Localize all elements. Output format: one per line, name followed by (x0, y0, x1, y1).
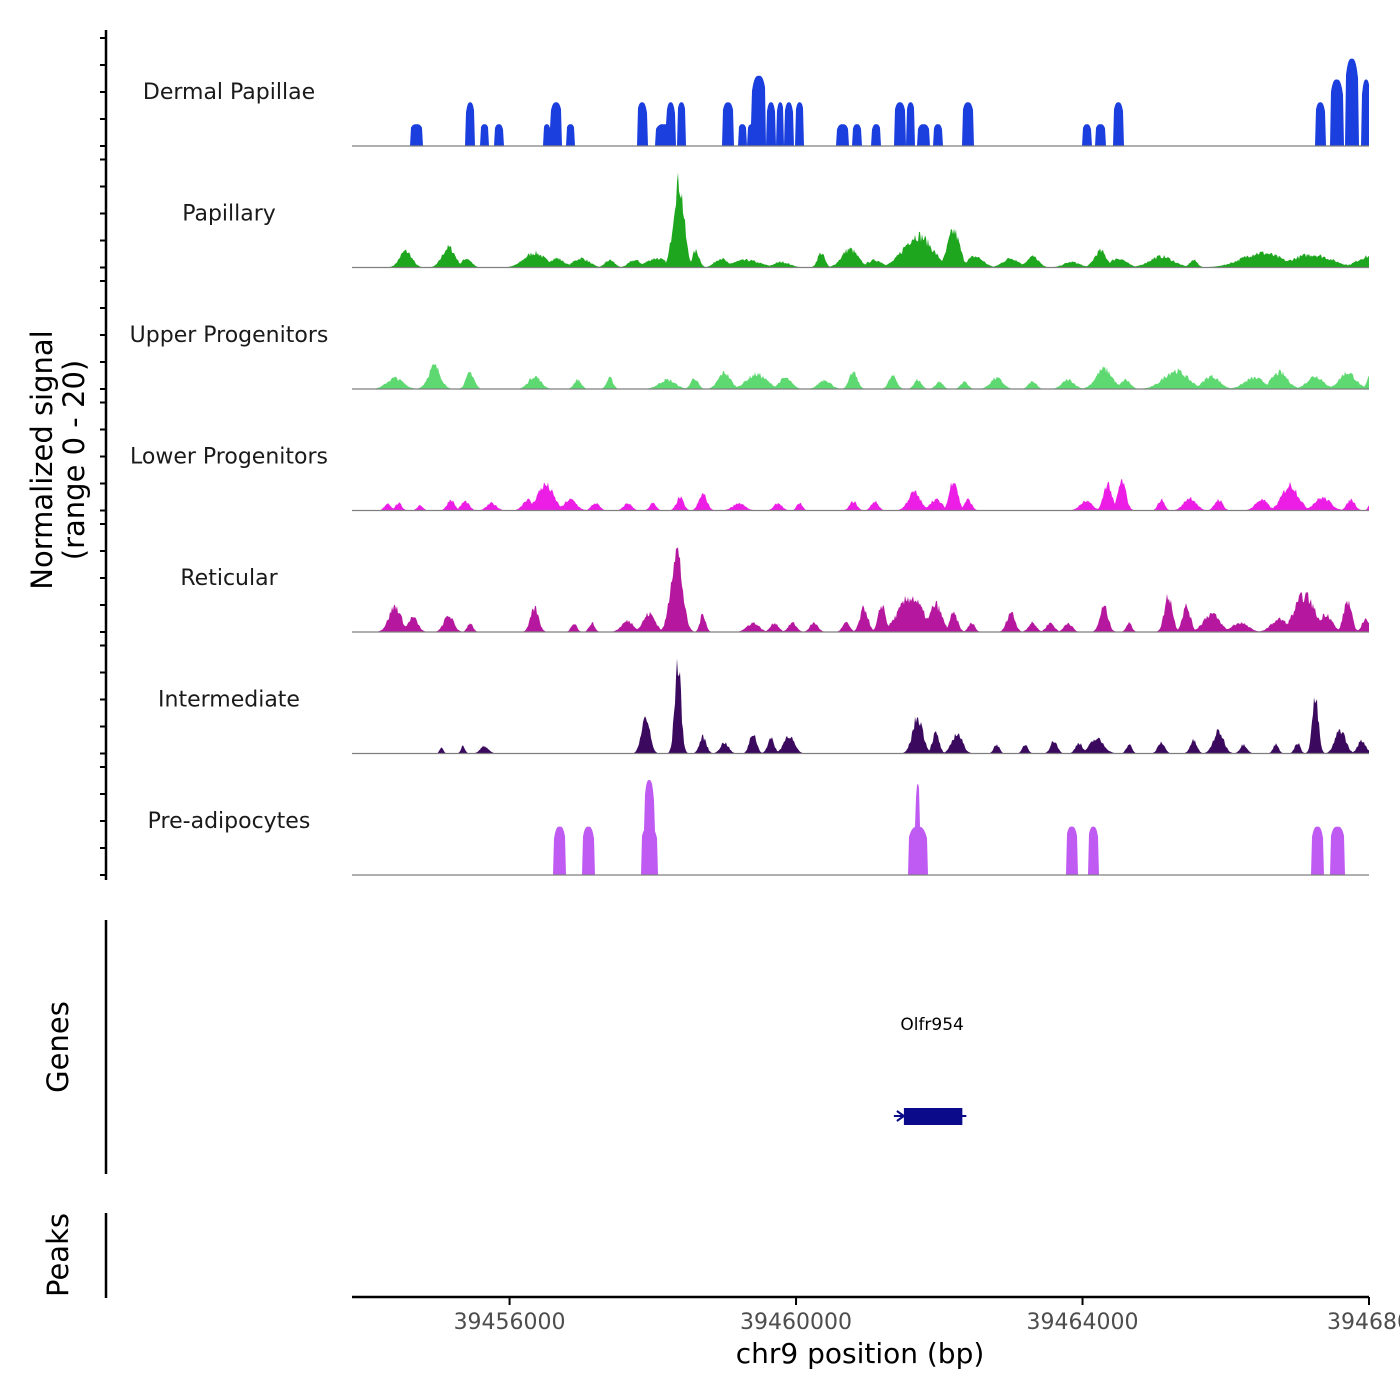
gene-olfr954: Olfr954 (893, 1015, 967, 1125)
gene-label: Olfr954 (900, 1015, 964, 1035)
track-label: Dermal Papillae (143, 80, 315, 105)
track-label: Pre-adipocytes (148, 809, 311, 834)
y-axis-title-line1: Normalized signal (25, 330, 59, 589)
track-dermal-papillae: Dermal Papillae (143, 58, 1369, 147)
x-axis-ticks: 39456000 39460000 39464000 394680 (454, 1297, 1400, 1335)
x-tick-label: 39464000 (1027, 1310, 1139, 1335)
track-papillary: Papillary (182, 172, 1369, 269)
track-label: Lower Progenitors (130, 445, 328, 470)
gene-exon (903, 1108, 963, 1125)
track-label: Papillary (182, 202, 276, 227)
track-label: Upper Progenitors (130, 323, 329, 348)
signal-area (352, 58, 1369, 146)
signal-area (352, 547, 1369, 632)
track-reticular: Reticular (180, 547, 1369, 633)
x-tick-label: 39460000 (740, 1310, 852, 1335)
coverage-y-ticks (100, 37, 106, 876)
signal-area (352, 780, 1369, 875)
y-axis-title-line2: (range 0 - 20) (57, 360, 91, 560)
signal-area (352, 658, 1369, 754)
x-tick-label: 394680 (1327, 1310, 1400, 1335)
genes-panel-label: Genes (41, 1001, 75, 1093)
track-label: Reticular (180, 566, 278, 591)
track-pre-adipocytes: Pre-adipocytes (148, 780, 1369, 876)
coverage-tracks: Dermal Papillae Papillary Upper Progenitor… (130, 58, 1369, 876)
signal-area (352, 364, 1369, 389)
track-upper-progenitors: Upper Progenitors (130, 323, 1369, 390)
x-axis-title: chr9 position (bp) (736, 1337, 985, 1370)
track-intermediate: Intermediate (158, 658, 1369, 755)
track-label: Intermediate (158, 688, 300, 713)
signal-area (352, 172, 1369, 268)
gene-strand-arrow (896, 1110, 906, 1122)
track-lower-progenitors: Lower Progenitors (130, 445, 1369, 512)
gene-annotations: Olfr954 (893, 1015, 967, 1125)
x-tick-label: 39456000 (454, 1310, 566, 1335)
peaks-panel-label: Peaks (41, 1213, 75, 1297)
signal-area (352, 478, 1369, 511)
